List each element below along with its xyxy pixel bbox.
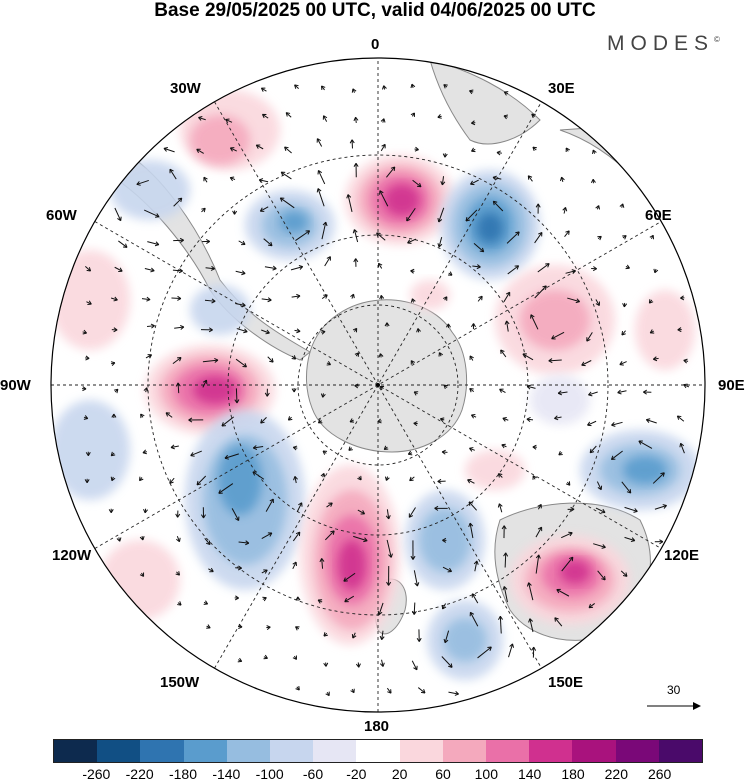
colorbar-tick-label: 60 (435, 766, 451, 782)
anomaly-patch (50, 400, 130, 500)
colorbar-swatch (313, 740, 356, 762)
lon-label-90e: 90E (718, 378, 745, 394)
colorbar-swatch (529, 740, 572, 762)
anomaly-patch (338, 540, 366, 590)
colorbar-swatch (400, 740, 443, 762)
colorbar-tick-label: 20 (392, 766, 408, 782)
anomaly-patch (110, 160, 190, 220)
colorbar-tick-label: 180 (561, 766, 584, 782)
lon-label-30e: 30E (548, 81, 575, 97)
lon-label-90w: 90W (0, 378, 31, 394)
anomaly-patch (190, 115, 250, 165)
colorbar-swatch (486, 740, 529, 762)
lon-label-120w: 120W (52, 548, 91, 564)
anomaly-patch (635, 290, 695, 370)
south-pole-marker (376, 383, 380, 387)
anomaly-patch (190, 285, 250, 335)
colorbar-tick-label: -180 (169, 766, 197, 782)
colorbar (53, 739, 703, 763)
colorbar-swatch (270, 740, 313, 762)
anomaly-patch (477, 213, 503, 243)
lon-label-180: 180 (364, 719, 389, 735)
colorbar-swatch (97, 740, 140, 762)
colorbar-tick-label: 260 (648, 766, 671, 782)
anomaly-patch (218, 445, 262, 515)
colorbar-tick-label: -100 (256, 766, 284, 782)
anomaly-patch (100, 540, 180, 620)
lon-label-0: 0 (371, 37, 379, 53)
colorbar-swatch (184, 740, 227, 762)
lon-label-120e: 120E (664, 548, 699, 564)
anomaly-patch (193, 376, 237, 404)
lon-label-150w: 150W (160, 675, 199, 691)
anomaly-patch (560, 560, 590, 584)
lon-label-150e: 150E (548, 675, 583, 691)
colorbar-tick-label: -260 (82, 766, 110, 782)
anomaly-patch (465, 450, 525, 490)
wind-arrow (236, 388, 237, 403)
colorbar-swatch (616, 740, 659, 762)
colorbar-swatch (54, 740, 97, 762)
colorbar-tick-label: -140 (212, 766, 240, 782)
anomaly-patch (520, 290, 590, 350)
colorbar-tick-label: 100 (475, 766, 498, 782)
lon-label-60e: 60E (645, 208, 672, 224)
colorbar-swatch (572, 740, 615, 762)
colorbar-swatch (227, 740, 270, 762)
colorbar-ticks: -260 -220 -180 -140 -100 -60 -20 20 60 100 140 180 2… (0, 766, 750, 784)
colorbar-swatch (356, 740, 399, 762)
colorbar-tick-label: 220 (605, 766, 628, 782)
vector-scale-key (647, 702, 701, 710)
anomaly-patch (623, 456, 667, 484)
lon-label-30w: 30W (170, 81, 201, 97)
colorbar-tick-label: -20 (346, 766, 366, 782)
wind-arrow (414, 603, 415, 615)
colorbar-tick-label: -220 (126, 766, 154, 782)
colorbar-swatch (443, 740, 486, 762)
anomaly-patch (410, 280, 450, 310)
lon-label-60w: 60W (46, 208, 77, 224)
vector-scale-label: 30 (667, 683, 680, 697)
colorbar-tick-label: -60 (303, 766, 323, 782)
colorbar-tick-label: 140 (518, 766, 541, 782)
anomaly-patch (384, 184, 420, 216)
wind-arrow (505, 553, 506, 568)
colorbar-swatch (140, 740, 183, 762)
colorbar-swatch (659, 740, 702, 762)
map-disc (40, 50, 720, 730)
